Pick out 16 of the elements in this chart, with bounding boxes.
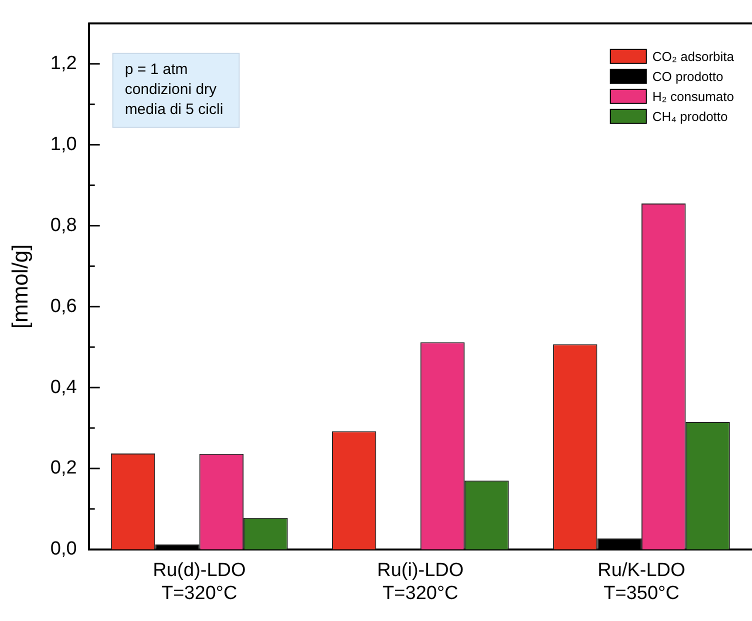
y-tick-label: 0,6: [50, 296, 77, 317]
legend-label: CO prodotto: [652, 68, 724, 84]
y-tick-label: 0,0: [50, 538, 77, 560]
y-tick-label: 0,4: [50, 376, 78, 398]
y-tick-label: 1,0: [50, 134, 77, 156]
y-tick-label: 1,2: [50, 53, 77, 74]
y-axis-title: [mmol/g]: [7, 244, 32, 329]
legend-label: H₂ consumato: [652, 88, 734, 104]
y-tick-label: 0,8: [50, 214, 77, 236]
x-tick-label: Ru(i)-LDO T=320°C: [377, 560, 464, 604]
annotation: p = 1 atm condizioni dry media di 5 cicli: [124, 61, 224, 118]
legend-label: CO₂ adsorbita: [652, 48, 735, 64]
x-tick-label: Ru/K-LDO T=350°C: [598, 560, 686, 604]
y-tick-label: 0,2: [50, 458, 77, 479]
x-tick-label: Ru(d)-LDO T=320°C: [152, 560, 246, 604]
legend-label: CH₄ prodotto: [652, 108, 728, 124]
